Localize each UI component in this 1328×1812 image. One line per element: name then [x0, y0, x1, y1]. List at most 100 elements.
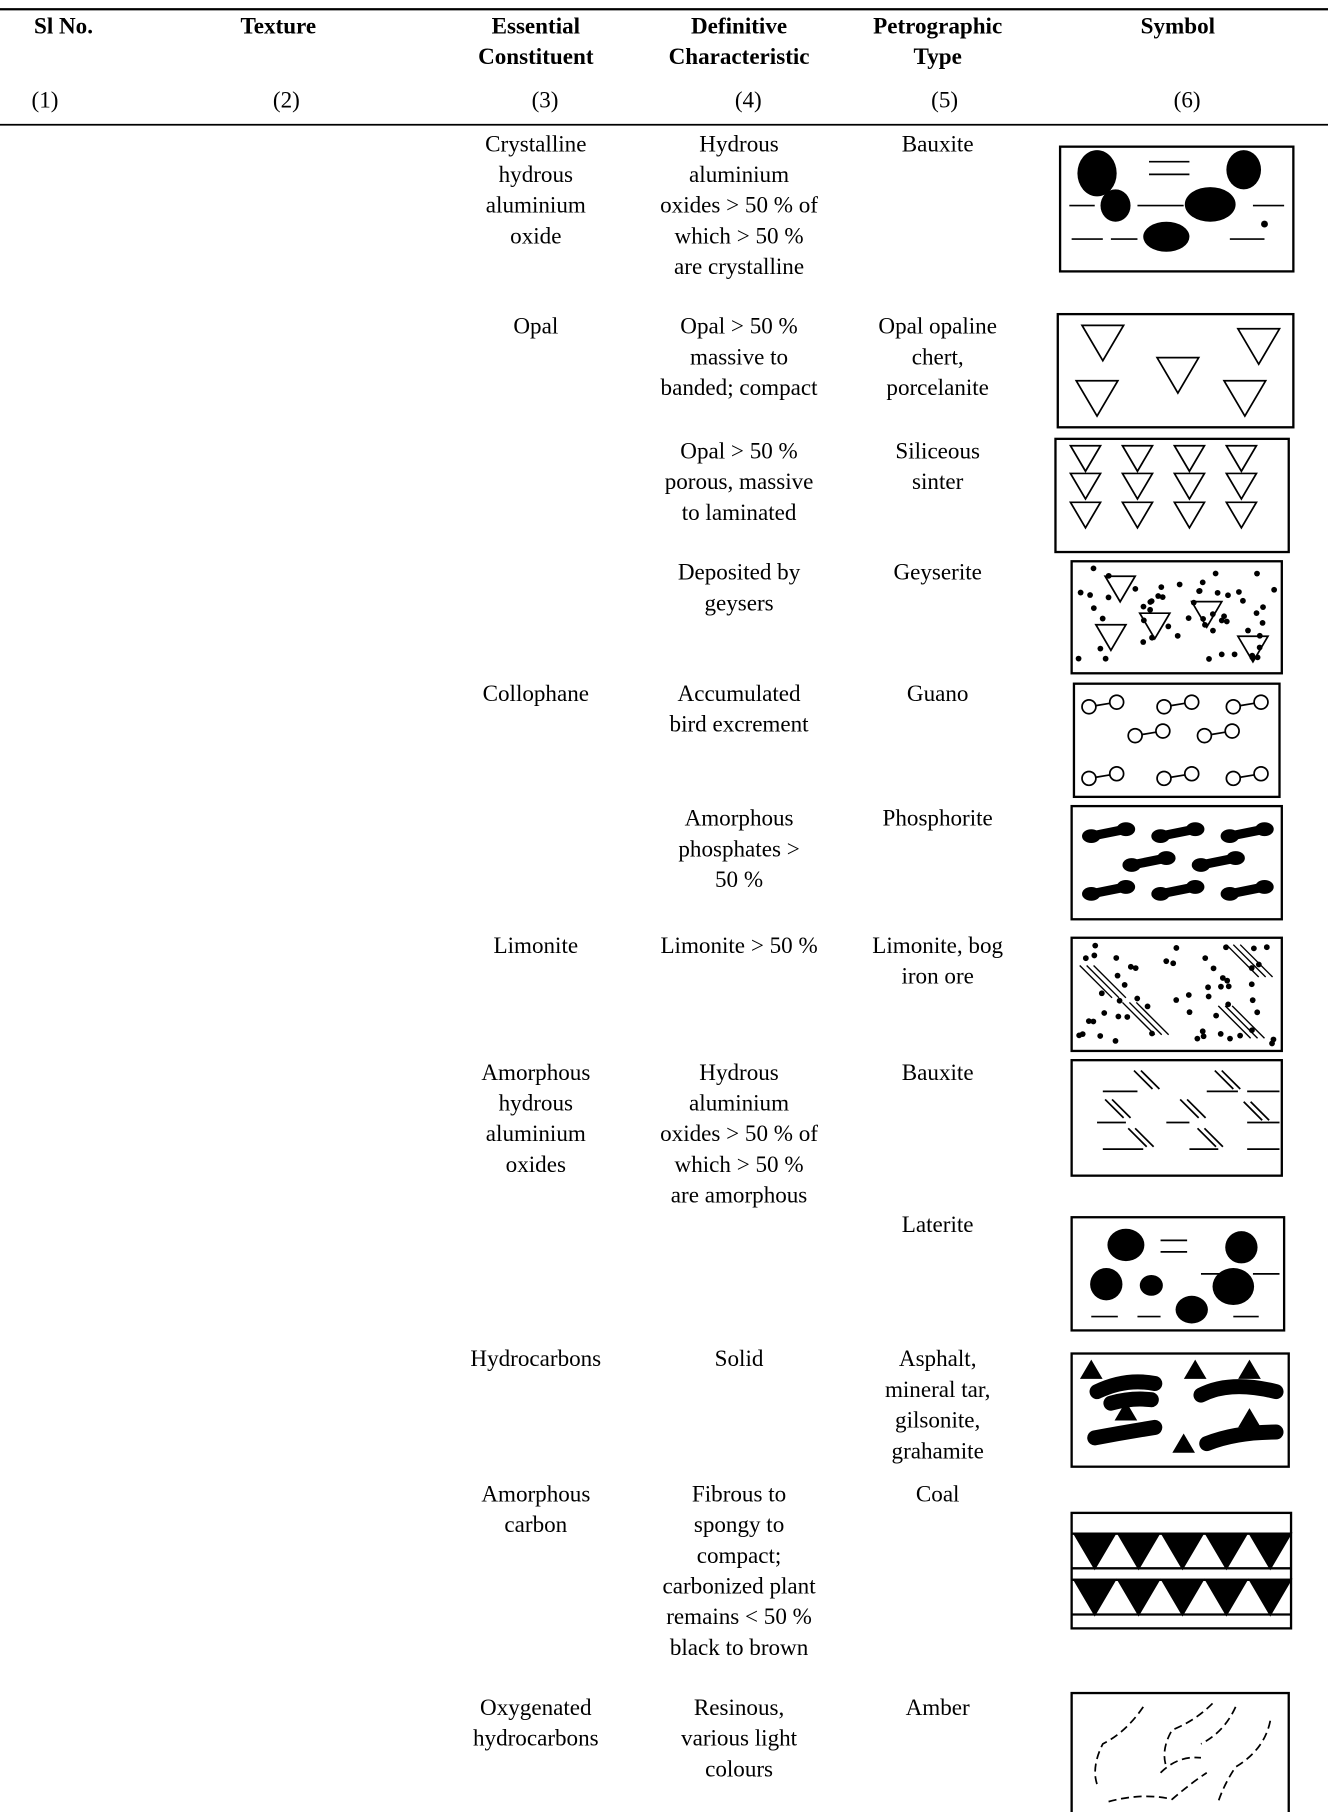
definitive-characteristic: Hydrous: [699, 1059, 779, 1085]
blob: [1191, 858, 1211, 872]
blob: [1220, 886, 1240, 901]
dot: [1140, 617, 1147, 624]
definitive-characteristic: 50 %: [715, 866, 763, 892]
definitive-characteristic: spongy to: [694, 1511, 784, 1537]
essential-constituent: aluminium: [486, 1120, 586, 1146]
definitive-characteristic: geysers: [704, 589, 773, 615]
definitive-characteristic: phosphates >: [678, 835, 799, 861]
essential-constituent: Opal: [513, 313, 558, 339]
blob: [1226, 150, 1262, 190]
dot: [1227, 1035, 1233, 1042]
stroke: [1140, 1069, 1161, 1090]
definitive-characteristic: to laminated: [682, 499, 797, 525]
blob: [1212, 1268, 1255, 1306]
dot: [1092, 942, 1099, 949]
triangle: [1116, 1532, 1161, 1571]
dot: [1202, 955, 1209, 962]
dot: [1236, 589, 1242, 595]
definitive-characteristic: oxides > 50 % of: [660, 192, 818, 218]
petrographic-type: grahamite: [892, 1437, 984, 1463]
triangle: [1236, 327, 1282, 366]
definitive-characteristic: compact;: [697, 1542, 782, 1568]
definitive-characteristic: Opal > 50 %: [680, 437, 797, 463]
dot: [1209, 611, 1216, 618]
ring: [1253, 694, 1269, 710]
dot: [1199, 1028, 1206, 1035]
stroke: [1239, 944, 1274, 978]
dot: [1200, 1033, 1207, 1040]
essential-constituent: hydrous: [499, 161, 573, 187]
dot: [1185, 992, 1192, 998]
symbol-frame: [1054, 437, 1290, 554]
stroke: [1128, 1001, 1163, 1036]
dot: [1218, 617, 1225, 624]
stroke: [1231, 1005, 1265, 1039]
petrographic-type: iron ore: [901, 962, 973, 988]
dot: [1140, 639, 1147, 645]
definitive-characteristic: Amorphous: [685, 805, 794, 831]
dashed-loop: [1159, 1756, 1202, 1774]
stroke: [1203, 1127, 1224, 1148]
dot: [1147, 606, 1154, 613]
ring: [1155, 723, 1171, 739]
petrographic-type: porcelanite: [886, 374, 989, 400]
column-header: Sl No.: [34, 12, 93, 38]
dot: [1155, 593, 1162, 599]
essential-constituent: aluminium: [486, 192, 586, 218]
symbol-frame: [1070, 804, 1283, 921]
triangle: [1247, 1532, 1293, 1571]
symbol-frame: [1058, 145, 1295, 273]
triangle: [1160, 1532, 1205, 1571]
dot: [1186, 1009, 1193, 1016]
triangle: [1094, 623, 1128, 652]
column-number: (6): [1174, 86, 1201, 112]
essential-constituent: Hydrocarbons: [470, 1345, 601, 1371]
definitive-characteristic: bird excrement: [670, 711, 810, 737]
blob: [1151, 886, 1170, 901]
column-header: Symbol: [1141, 12, 1216, 38]
triangle: [1103, 575, 1137, 604]
triangle: [1120, 501, 1154, 530]
dot: [1261, 220, 1268, 228]
column-header: Petrographic: [873, 12, 1002, 38]
blob: [1175, 1295, 1208, 1324]
stroke: [1134, 1127, 1155, 1148]
symbol: [1070, 1511, 1293, 1630]
definitive-characteristic: Fibrous to: [692, 1480, 786, 1506]
stroke: [1221, 1069, 1241, 1090]
triangle: [1080, 324, 1126, 363]
stroke: [1135, 1001, 1170, 1036]
petrographic-type: Phosphorite: [883, 805, 993, 831]
symbol: [1056, 312, 1295, 429]
ring: [1224, 723, 1240, 739]
dot: [1159, 594, 1166, 601]
symbol: [1070, 936, 1283, 1053]
dot: [1121, 982, 1128, 988]
triangle: [1068, 501, 1103, 530]
dot: [1113, 955, 1120, 961]
symbol: [1070, 1352, 1290, 1468]
blob: [1143, 221, 1190, 252]
essential-constituent: Crystalline: [485, 130, 586, 156]
dot: [1253, 610, 1260, 617]
petrographic-type: Siliceous: [895, 437, 980, 463]
definitive-characteristic: which > 50 %: [675, 1151, 804, 1177]
dot: [1173, 997, 1180, 1003]
triangle: [1172, 472, 1206, 501]
blob: [1225, 1231, 1258, 1264]
dot: [1224, 977, 1231, 984]
column-number: (5): [931, 86, 958, 112]
symbol-frame: [1056, 312, 1295, 429]
symbol: [1072, 682, 1281, 799]
dot: [1112, 1038, 1119, 1044]
stroke: [1196, 1127, 1217, 1148]
blob: [1082, 829, 1101, 844]
dot: [1249, 654, 1256, 661]
stroke: [1079, 964, 1113, 999]
dot: [1090, 565, 1097, 572]
dot: [1202, 621, 1208, 628]
triangle: [1172, 444, 1206, 473]
triangle: [1074, 379, 1120, 418]
symbol: [1070, 1216, 1286, 1332]
blob: [1139, 1274, 1163, 1296]
